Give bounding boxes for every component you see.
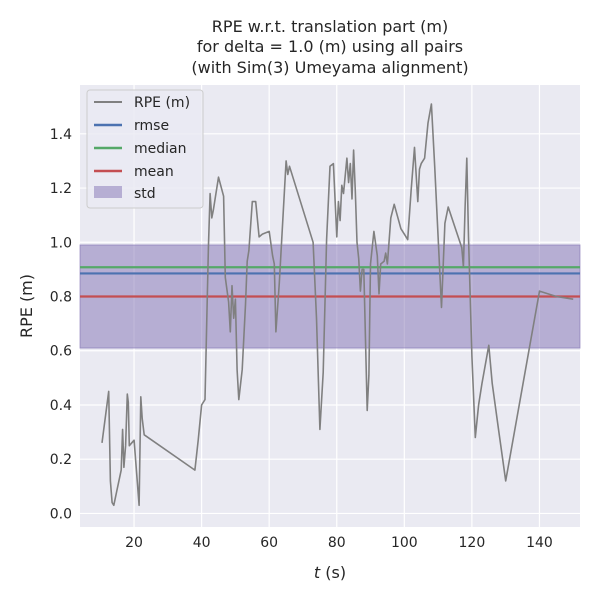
y-tick-label: 1.2	[50, 181, 72, 197]
x-tick-label: 60	[260, 535, 278, 551]
x-tick-label: 80	[328, 535, 346, 551]
y-tick-labels: 0.0 0.2 0.4 0.6 0.8 1.0 1.2 1.4	[50, 127, 72, 523]
chart-title-line-3: (with Sim(3) Umeyama alignment)	[191, 58, 468, 77]
legend-swatch-std	[94, 186, 122, 198]
chart-title-line-1: RPE w.r.t. translation part (m)	[212, 17, 448, 36]
chart-title: RPE w.r.t. translation part (m) for delt…	[191, 17, 468, 77]
y-axis-label: RPE (m)	[17, 274, 36, 338]
legend-label-rpe: RPE (m)	[134, 95, 190, 111]
x-axis-label: t (s)	[314, 563, 346, 582]
legend-label-median: median	[134, 141, 186, 157]
y-tick-label: 0.2	[50, 452, 72, 468]
y-tick-label: 0.4	[50, 398, 72, 414]
rpe-series-line	[101, 103, 574, 507]
y-tick-label: 0.6	[50, 344, 72, 360]
x-tick-labels: 20 40 60 80 100 120 140	[125, 535, 553, 551]
y-tick-label: 0.0	[50, 506, 72, 522]
x-tick-label: 20	[125, 535, 143, 551]
x-axis-label-var: t	[314, 563, 321, 582]
x-tick-label: 140	[526, 535, 553, 551]
y-tick-label: 1.0	[50, 235, 72, 251]
x-axis-label-unit: (s)	[320, 563, 346, 582]
legend-label-rmse: rmse	[134, 118, 169, 134]
legend-box	[86, 89, 204, 209]
stat-lines	[80, 266, 580, 298]
legend-label-mean: mean	[134, 164, 174, 180]
legend: RPE (m) rmse median mean std	[86, 89, 204, 209]
y-tick-label: 0.8	[50, 290, 72, 306]
series-layer	[101, 103, 574, 507]
x-tick-label: 120	[459, 535, 486, 551]
legend-label-std: std	[134, 186, 156, 202]
chart-title-line-2: for delta = 1.0 (m) using all pairs	[197, 37, 463, 56]
x-tick-label: 100	[391, 535, 418, 551]
grid-lines	[80, 85, 580, 527]
x-tick-label: 40	[193, 535, 211, 551]
y-tick-label: 1.4	[50, 127, 72, 143]
